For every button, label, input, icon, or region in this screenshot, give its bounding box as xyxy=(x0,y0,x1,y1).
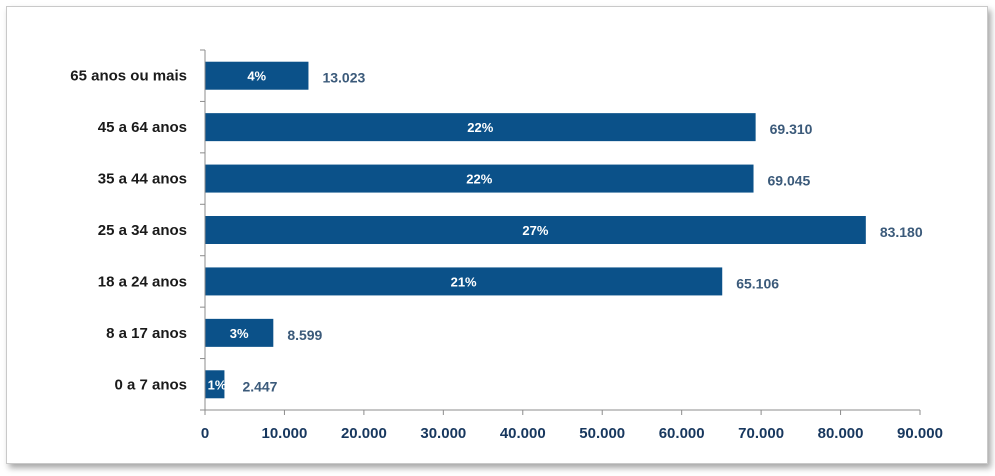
x-tick-label: 10.000 xyxy=(261,425,307,442)
x-tick-label: 0 xyxy=(201,425,209,442)
labels-layer: 65 anos ou mais 4% 13.023 45 a 64 anos 22% 69… xyxy=(70,68,923,395)
value-label: 65.106 xyxy=(736,275,779,291)
bar xyxy=(205,267,723,296)
category-label: 0 a 7 anos xyxy=(114,376,187,393)
axis-layer: 0 10.000 20.000 30.000 40.000 50.000 60.000 70.… xyxy=(200,49,943,442)
percent-label: 22% xyxy=(467,120,493,135)
bar xyxy=(205,61,309,90)
percent-label: 1% xyxy=(208,377,227,392)
percent-label: 21% xyxy=(451,274,477,289)
bar xyxy=(205,318,274,347)
category-label: 45 a 64 anos xyxy=(98,119,187,136)
value-label: 2.447 xyxy=(242,378,277,394)
category-label: 65 anos ou mais xyxy=(70,68,187,85)
x-tick-label: 90.000 xyxy=(897,425,943,442)
percent-label: 22% xyxy=(466,172,492,187)
bar xyxy=(205,113,756,142)
percent-label: 4% xyxy=(247,69,266,84)
x-tick-label: 50.000 xyxy=(579,425,625,442)
x-tick-label: 30.000 xyxy=(420,425,466,442)
bar xyxy=(205,164,754,193)
x-tick-label: 20.000 xyxy=(341,425,387,442)
x-tick-label: 40.000 xyxy=(500,425,546,442)
x-tick-label: 70.000 xyxy=(738,425,784,442)
bar xyxy=(205,370,225,399)
value-label: 8.599 xyxy=(287,327,322,343)
category-label: 8 a 17 anos xyxy=(106,325,187,342)
percent-label: 3% xyxy=(230,326,249,341)
category-label: 35 a 44 anos xyxy=(98,171,187,188)
value-label: 83.180 xyxy=(880,224,923,240)
value-label: 69.310 xyxy=(770,121,813,137)
x-tick-label: 60.000 xyxy=(659,425,705,442)
value-label: 13.023 xyxy=(322,70,365,86)
category-label: 18 a 24 anos xyxy=(98,273,187,290)
bars-layer xyxy=(205,61,866,399)
bar xyxy=(205,216,866,244)
value-label: 69.045 xyxy=(768,173,811,189)
x-tick-label: 80.000 xyxy=(818,425,864,442)
category-label: 25 a 34 anos xyxy=(98,222,187,239)
percent-label: 27% xyxy=(522,223,548,238)
